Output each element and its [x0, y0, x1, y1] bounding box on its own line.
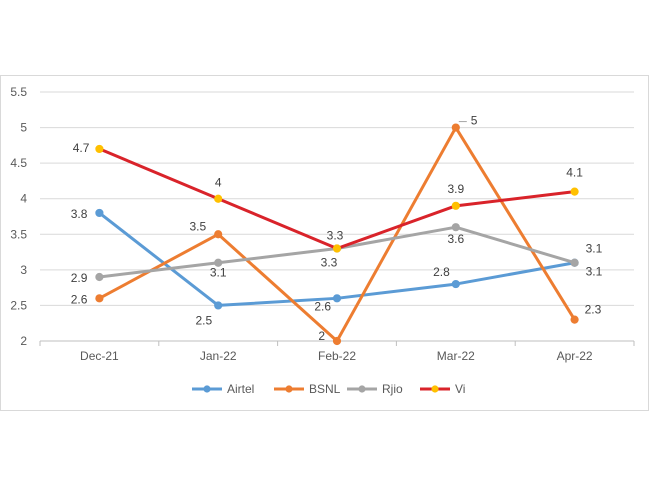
- bsnl-point: [214, 230, 223, 239]
- airtel-legend-label: Airtel: [227, 382, 254, 396]
- x-tick-label: Dec-21: [80, 349, 119, 363]
- rjio-data-label: 3.3: [321, 256, 338, 270]
- rjio-legend-marker: [358, 385, 366, 393]
- airtel-point: [332, 294, 342, 303]
- bsnl-legend-marker: [285, 385, 293, 393]
- airtel-data-label: 2.6: [314, 299, 331, 313]
- bsnl-point: [332, 336, 342, 346]
- y-tick-label: 3.5: [10, 227, 27, 241]
- airtel-legend-marker: [203, 385, 211, 393]
- airtel-point: [95, 208, 104, 218]
- x-tick-label: Jan-22: [200, 349, 237, 363]
- bsnl-data-label: 2.6: [71, 292, 88, 306]
- y-tick-label: 5: [20, 121, 27, 135]
- vi-data-label: 3.9: [447, 182, 464, 196]
- vi-data-label: 4.7: [73, 141, 90, 155]
- bsnl-data-label: 5: [471, 114, 478, 128]
- bsnl-point: [451, 123, 460, 132]
- rjio-point: [214, 258, 223, 267]
- bsnl-point: [570, 315, 579, 324]
- rjio-point: [451, 223, 460, 232]
- y-tick-label: 2.5: [10, 298, 27, 312]
- airtel-data-label: 3.8: [71, 207, 88, 221]
- vi-point: [95, 144, 104, 154]
- airtel-data-label: 2.5: [196, 313, 213, 327]
- vi-point: [570, 187, 579, 196]
- y-tick-label: 2: [20, 334, 27, 348]
- vi-legend-label: Vi: [455, 382, 465, 396]
- y-tick-label: 4: [20, 192, 27, 206]
- airtel-data-label: 3.1: [586, 242, 603, 256]
- airtel-point: [214, 301, 223, 310]
- x-tick-label: Mar-22: [437, 349, 475, 363]
- bsnl-legend-label: BSNL: [309, 382, 341, 396]
- bsnl-point: [95, 294, 104, 303]
- rjio-data-label: 3.6: [447, 232, 464, 246]
- vi-data-label: 4: [215, 176, 222, 190]
- x-tick-label: Feb-22: [318, 349, 356, 363]
- vi-point: [451, 201, 460, 210]
- bsnl-data-label: 2.3: [585, 303, 602, 317]
- rjio-data-label: 3.1: [586, 265, 603, 279]
- vi-point: [214, 194, 223, 203]
- x-tick-label: Apr-22: [557, 349, 593, 363]
- vi-legend-marker: [431, 385, 439, 393]
- y-tick-label: 4.5: [10, 156, 27, 170]
- bsnl-data-label: 3.5: [190, 219, 207, 233]
- airtel-point: [451, 279, 460, 289]
- vi-data-label: 4.1: [566, 166, 583, 180]
- rjio-data-label: 3.1: [210, 266, 227, 280]
- bsnl-data-label: 2: [318, 329, 325, 343]
- vi-data-label: 3.3: [327, 229, 344, 243]
- rjio-point: [95, 272, 104, 282]
- rjio-point: [570, 258, 579, 267]
- airtel-data-label: 2.8: [433, 265, 450, 279]
- y-tick-label: 3: [20, 263, 27, 277]
- y-tick-label: 5.5: [10, 85, 27, 99]
- rjio-data-label: 2.9: [71, 271, 88, 285]
- rjio-legend-label: Rjio: [382, 382, 403, 396]
- vi-point: [332, 244, 342, 253]
